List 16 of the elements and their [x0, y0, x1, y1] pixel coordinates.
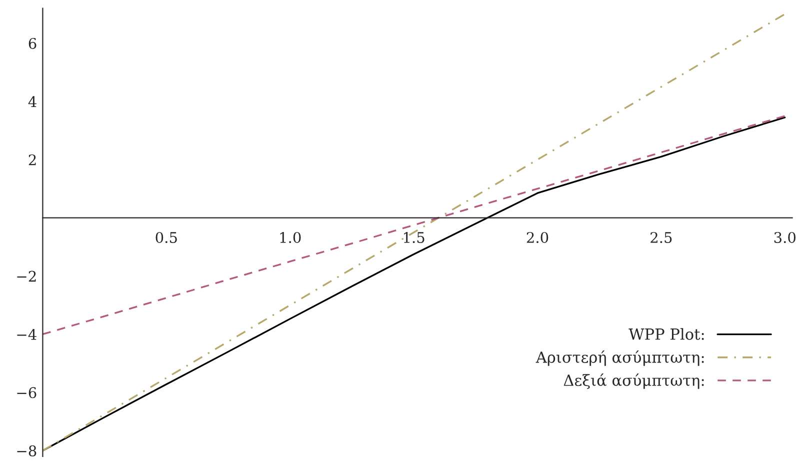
x-tick-label: 3.0	[774, 232, 796, 244]
y-tick-label: −4	[17, 328, 36, 340]
x-tick-label: 1.0	[280, 232, 301, 244]
y-tick-label: 6	[28, 38, 36, 49]
y-tick-label: 4	[28, 96, 36, 107]
y-tick-label: −2	[17, 270, 36, 282]
x-tick-label: 0.5	[156, 232, 177, 244]
x-tick-label: 2.5	[650, 232, 672, 244]
x-tick-label: 2.0	[526, 232, 548, 244]
y-tick-label: −6	[17, 387, 36, 398]
y-tick-label: −8	[17, 445, 36, 456]
legend-label: Αριστερή ασύμπτωτη:	[536, 350, 704, 366]
x-tick-label: 1.5	[404, 232, 424, 244]
legend-label: WPP Plot:	[628, 328, 704, 340]
y-tick-label: 2	[28, 154, 36, 166]
legend-label: Δεξιά ασύμπτωτη:	[564, 374, 704, 389]
